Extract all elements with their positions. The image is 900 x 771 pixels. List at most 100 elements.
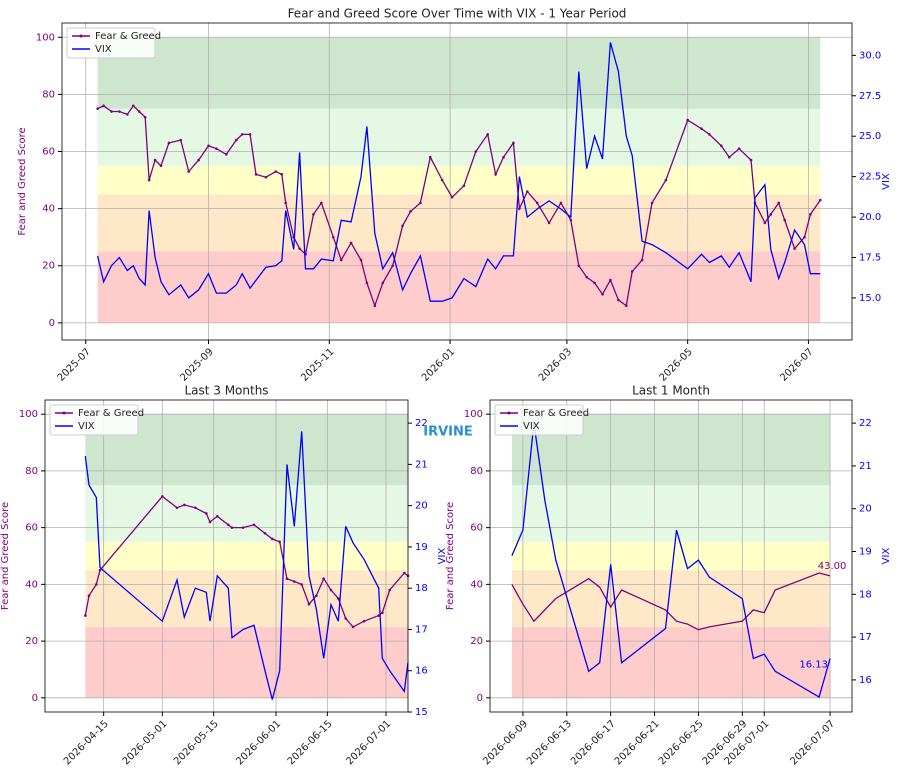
point (167, 141, 171, 145)
point (809, 213, 812, 216)
legend-label: Fear & Greed (95, 31, 161, 42)
y2-tick-label: 17 (859, 632, 872, 643)
point (409, 210, 412, 213)
point (763, 221, 767, 225)
zone (511, 485, 831, 542)
y2-tick-label: 19 (859, 547, 872, 558)
y-tick-label: 80 (42, 89, 55, 100)
point (381, 611, 384, 615)
point (403, 571, 406, 575)
x-tick-label: 2026-06-15 (286, 718, 335, 767)
zone (511, 626, 831, 698)
legend-marker (79, 34, 83, 38)
point (248, 133, 252, 136)
y-axis-label: Fear and Greed Score (17, 127, 28, 235)
point (300, 583, 303, 586)
point (280, 173, 284, 176)
x-tick-label: 2026-07 (778, 346, 815, 383)
zone (85, 485, 408, 542)
point (428, 155, 432, 159)
point (462, 184, 466, 188)
point (284, 201, 288, 205)
y2-tick-label: 22 (415, 418, 428, 429)
point (207, 144, 210, 148)
point (737, 147, 741, 150)
chart-title: Last 1 Month (632, 384, 710, 398)
chart-title: Fear and Greed Score Over Time with VIX … (288, 7, 627, 21)
point (783, 218, 786, 222)
y2-tick-label: 17.5 (859, 253, 881, 264)
y2-tick-label: 20 (859, 504, 872, 515)
zone (85, 626, 408, 698)
zone (97, 165, 821, 195)
zone (97, 194, 821, 252)
y-tick-label: 0 (49, 318, 55, 329)
point (727, 155, 731, 159)
point (274, 170, 278, 173)
point (293, 580, 296, 583)
y-tick-label: 40 (470, 579, 483, 590)
x-tick-label: 2026-04-15 (62, 718, 111, 767)
point (194, 506, 197, 510)
point (803, 235, 806, 239)
point (320, 201, 323, 205)
point (512, 141, 515, 145)
point (337, 597, 340, 600)
legend-label: VIX (95, 44, 112, 55)
point (373, 304, 377, 308)
point (197, 158, 200, 162)
point (187, 170, 191, 173)
zone (85, 541, 408, 571)
point (601, 293, 604, 296)
y2-tick-label: 16 (859, 675, 872, 686)
point (777, 201, 781, 205)
series-line (511, 423, 831, 698)
y-tick-label: 60 (42, 147, 55, 158)
point (307, 602, 311, 606)
legend-label: VIX (523, 421, 540, 432)
point (110, 110, 113, 113)
point (278, 540, 281, 544)
y-tick-label: 40 (42, 204, 55, 215)
point (593, 281, 596, 285)
y2-tick-label: 15.0 (859, 293, 881, 304)
series-line (84, 495, 409, 628)
plot-frame (489, 399, 853, 713)
point (388, 588, 391, 592)
point (118, 110, 121, 113)
y-tick-label: 0 (32, 693, 38, 704)
point (518, 207, 521, 210)
point (215, 147, 218, 150)
point (137, 110, 141, 113)
y2-tick-label: 15 (415, 707, 428, 718)
x-tick-label: 2026-06-01 (234, 718, 283, 767)
point (585, 275, 588, 279)
point (96, 107, 99, 110)
annotation: 43.00 (818, 561, 847, 572)
series-line (97, 104, 821, 308)
y2-tick-label: 27.5 (859, 91, 881, 102)
point (720, 144, 723, 148)
y2-tick-label: 22.5 (859, 172, 881, 183)
point (708, 133, 711, 136)
point (450, 195, 454, 199)
point (624, 304, 628, 308)
point (793, 247, 796, 250)
point (264, 175, 268, 179)
y2-tick-label: 25.0 (859, 131, 881, 142)
point (525, 190, 529, 193)
x-tick-label: 2026-06-09 (481, 718, 530, 767)
point (230, 526, 234, 529)
point (609, 278, 612, 282)
point (640, 258, 644, 262)
point (559, 201, 563, 205)
point (362, 619, 366, 623)
point (351, 625, 355, 629)
watermark: IRVINE (423, 425, 473, 440)
x-tick-label: 2026-07-01 (344, 718, 393, 767)
point (84, 614, 87, 617)
point (312, 213, 315, 216)
legend-marker (507, 411, 511, 415)
zone (511, 541, 831, 571)
